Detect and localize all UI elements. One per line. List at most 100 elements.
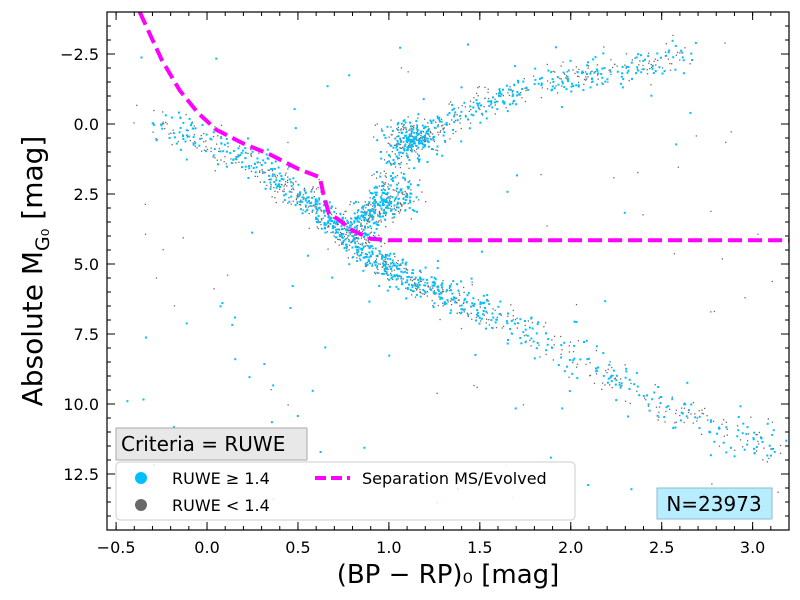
point-ruwe-low: [425, 139, 427, 141]
point-ruwe-low: [459, 118, 462, 120]
point-ruwe-low: [495, 93, 498, 95]
point-ruwe-high: [633, 383, 636, 386]
point-ruwe-high: [604, 300, 607, 303]
point-ruwe-high: [522, 331, 525, 334]
point-ruwe-high: [234, 358, 237, 361]
point-ruwe-high: [414, 284, 417, 287]
point-ruwe-low: [284, 174, 286, 176]
point-ruwe-high: [179, 117, 182, 120]
point-ruwe-high: [577, 85, 580, 88]
point-ruwe-high: [397, 275, 399, 278]
point-ruwe-low: [314, 203, 317, 205]
point-ruwe-high: [384, 261, 387, 264]
point-ruwe-low: [612, 66, 614, 69]
point-ruwe-low: [767, 418, 769, 420]
point-ruwe-low: [442, 290, 445, 292]
legend-label-ruwe-low: RUWE < 1.4: [172, 496, 270, 515]
point-ruwe-high: [418, 139, 421, 142]
point-ruwe-high: [472, 114, 475, 117]
point-ruwe-high: [386, 204, 389, 207]
point-ruwe-high: [415, 196, 418, 199]
point-ruwe-low: [400, 172, 402, 174]
point-ruwe-high: [438, 118, 441, 121]
point-ruwe-high: [371, 218, 374, 221]
point-ruwe-low: [458, 299, 460, 301]
point-ruwe-high: [343, 247, 346, 250]
point-ruwe-low: [311, 189, 313, 191]
point-ruwe-high: [410, 129, 413, 132]
point-ruwe-low: [514, 319, 517, 321]
point-ruwe-high: [277, 184, 280, 187]
point-ruwe-low: [608, 69, 610, 71]
point-ruwe-high: [379, 196, 382, 199]
point-ruwe-low: [490, 104, 492, 106]
point-ruwe-low: [383, 170, 385, 172]
point-ruwe-high: [397, 142, 399, 145]
point-ruwe-high: [392, 146, 395, 149]
point-ruwe-high: [498, 88, 501, 91]
point-ruwe-low: [381, 194, 383, 196]
point-ruwe-high: [434, 278, 437, 281]
point-ruwe-high: [355, 245, 358, 248]
point-ruwe-high: [536, 323, 539, 326]
point-ruwe-high: [386, 201, 389, 204]
point-ruwe-high: [600, 73, 603, 75]
point-ruwe-low: [456, 297, 458, 299]
point-ruwe-low: [672, 34, 674, 37]
point-ruwe-low: [403, 193, 405, 196]
point-ruwe-low: [416, 126, 419, 128]
point-ruwe-low: [356, 240, 358, 242]
point-ruwe-high: [389, 175, 392, 177]
point-ruwe-high: [278, 179, 281, 182]
point-ruwe-low: [366, 256, 368, 258]
point-ruwe-high: [296, 201, 299, 204]
point-ruwe-high: [766, 422, 769, 425]
point-ruwe-high: [417, 146, 420, 149]
point-ruwe-low: [400, 264, 402, 266]
point-ruwe-low: [320, 224, 322, 226]
point-ruwe-low: [483, 106, 485, 108]
point-ruwe-low: [322, 210, 324, 212]
point-ruwe-high: [398, 274, 401, 277]
point-ruwe-low: [354, 241, 356, 243]
point-ruwe-low: [360, 222, 362, 224]
point-ruwe-high: [557, 83, 560, 86]
point-ruwe-high: [288, 178, 291, 181]
point-ruwe-low: [266, 184, 268, 187]
point-ruwe-low: [370, 203, 372, 206]
point-ruwe-low: [418, 199, 420, 201]
point-ruwe-high: [380, 197, 383, 200]
point-ruwe-high: [437, 285, 440, 288]
point-ruwe-high: [499, 300, 502, 303]
point-ruwe-low: [374, 271, 376, 273]
point-ruwe-low: [337, 238, 339, 241]
y-tick-label: 12.5: [63, 465, 99, 484]
point-ruwe-high: [366, 203, 368, 206]
point-ruwe-low: [704, 407, 706, 410]
point-ruwe-high: [407, 186, 410, 188]
point-ruwe-high: [393, 252, 396, 255]
point-ruwe-high: [423, 127, 426, 130]
point-ruwe-high: [323, 214, 326, 217]
point-ruwe-high: [234, 316, 236, 319]
point-ruwe-low: [456, 301, 458, 304]
point-ruwe-high: [630, 61, 633, 64]
separation-line: [137, 12, 789, 243]
point-ruwe-low: [440, 118, 443, 120]
point-ruwe-low: [477, 87, 479, 89]
point-ruwe-low: [390, 272, 392, 274]
point-ruwe-high: [392, 264, 395, 267]
point-ruwe-low: [370, 256, 372, 258]
point-ruwe-high: [360, 225, 363, 227]
point-ruwe-high: [373, 186, 376, 189]
point-ruwe-high: [379, 175, 382, 178]
point-ruwe-high: [535, 332, 538, 335]
point-ruwe-low: [381, 273, 383, 275]
point-ruwe-high: [272, 384, 275, 387]
point-ruwe-high: [280, 175, 283, 177]
point-ruwe-low: [512, 319, 514, 321]
point-ruwe-low: [193, 134, 195, 136]
point-ruwe-high: [164, 114, 167, 117]
point-ruwe-low: [385, 263, 388, 265]
point-ruwe-high: [383, 192, 386, 195]
